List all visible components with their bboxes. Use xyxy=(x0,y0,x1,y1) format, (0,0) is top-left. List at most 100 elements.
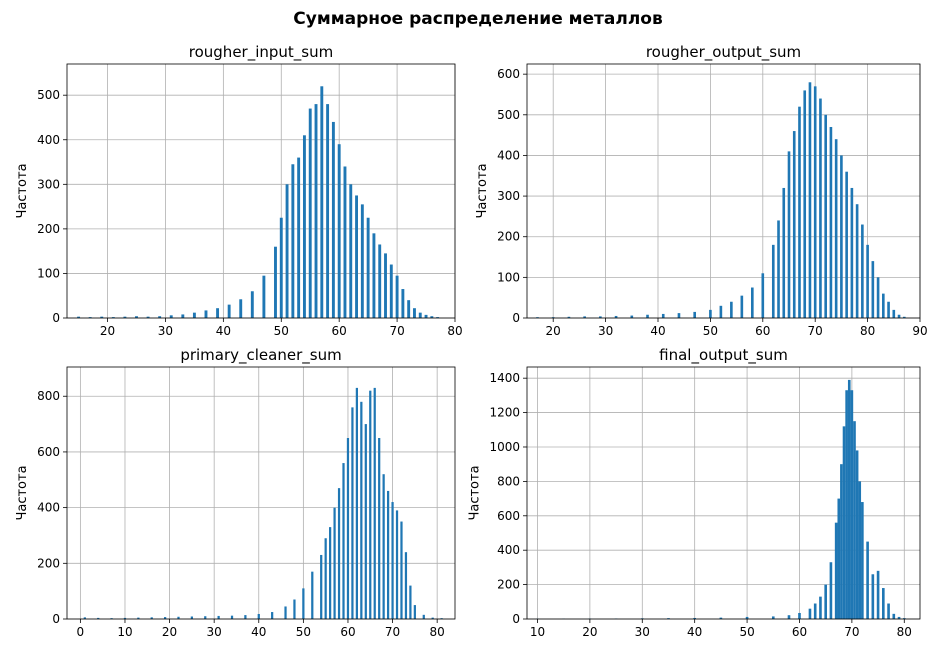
histogram-bar xyxy=(110,618,113,619)
histogram-bar xyxy=(302,588,305,619)
histogram-bar xyxy=(536,317,539,318)
histogram-bar xyxy=(244,615,247,619)
y-tick-label: 300 xyxy=(497,189,520,203)
x-tick-label: 30 xyxy=(207,625,222,639)
histogram-bar xyxy=(401,289,405,318)
histogram-bar xyxy=(798,612,801,619)
histogram-bar xyxy=(355,387,358,619)
histogram-bar xyxy=(719,305,723,318)
histogram-bar xyxy=(583,316,586,318)
histogram-bar xyxy=(709,309,712,318)
histogram-bar xyxy=(866,244,869,318)
x-tick-label: 80 xyxy=(860,324,875,338)
histogram-bar xyxy=(337,488,341,619)
x-tick-label: 70 xyxy=(385,625,400,639)
y-axis-label: Частота xyxy=(475,163,490,218)
x-tick-label: 10 xyxy=(117,625,132,639)
x-tick-label: 10 xyxy=(530,625,545,639)
histogram-bar xyxy=(279,217,283,318)
histogram-bar xyxy=(404,552,408,619)
histogram-bar xyxy=(853,421,856,619)
histogram-bar xyxy=(329,527,332,619)
y-tick-label: 600 xyxy=(37,445,60,459)
histogram-bar xyxy=(847,379,851,619)
y-tick-label: 1400 xyxy=(489,371,520,385)
y-tick-label: 0 xyxy=(512,311,520,325)
histogram-bar xyxy=(777,220,780,318)
histogram-bar xyxy=(169,315,173,318)
x-tick-label: 50 xyxy=(703,324,718,338)
histogram-bar xyxy=(320,554,323,619)
y-tick-label: 200 xyxy=(37,222,60,236)
y-tick-label: 600 xyxy=(497,509,520,523)
histogram-bar xyxy=(343,166,347,318)
histogram-bar xyxy=(819,596,822,619)
histogram-bar xyxy=(389,264,393,318)
histogram-bar xyxy=(887,603,890,619)
histogram-bar xyxy=(740,295,744,318)
x-tick-label: 30 xyxy=(158,324,173,338)
x-tick-label: 90 xyxy=(912,324,927,338)
histogram-bar xyxy=(840,155,843,318)
histogram-bar xyxy=(378,438,381,619)
y-tick-label: 0 xyxy=(512,612,520,626)
histogram-bar xyxy=(181,314,185,318)
histogram-bar xyxy=(274,246,277,318)
histogram-bar xyxy=(871,261,875,318)
histogram-bar xyxy=(204,616,207,619)
histogram-bar xyxy=(77,316,81,318)
histogram-bar xyxy=(677,313,681,318)
histogram-bar xyxy=(83,617,86,619)
x-tick-label: 60 xyxy=(340,625,355,639)
x-tick-label: 0 xyxy=(77,625,85,639)
histogram-bar xyxy=(771,616,775,619)
histogram-bar xyxy=(164,617,167,619)
histogram-bar xyxy=(351,407,354,619)
histogram-bar xyxy=(239,299,243,318)
histogram-bar xyxy=(876,277,880,318)
histogram-bar xyxy=(855,450,859,619)
histogram-bar xyxy=(395,510,399,619)
x-tick-label: 40 xyxy=(216,324,231,338)
histogram-bar xyxy=(192,312,196,318)
histogram-bar xyxy=(137,617,140,619)
subplot-title: rougher_output_sum xyxy=(646,43,801,62)
x-tick-label: 30 xyxy=(635,625,650,639)
histogram-bar xyxy=(834,139,838,318)
histogram-bar xyxy=(409,585,412,619)
x-tick-label: 30 xyxy=(598,324,613,338)
y-axis-label: Частота xyxy=(15,163,30,218)
histogram-bar xyxy=(787,151,791,318)
histogram-bar xyxy=(771,244,775,318)
histogram-bar xyxy=(324,538,327,619)
histogram-bar xyxy=(284,606,287,619)
histogram-bar xyxy=(314,104,318,319)
subplot-final-output-sum: 10 20 30 40 50 60 70 80020040060080010001200140… xyxy=(468,346,921,639)
y-tick-label: 400 xyxy=(37,133,60,147)
histogram-bar xyxy=(257,613,260,619)
histogram-bar xyxy=(373,387,376,619)
histogram-bar xyxy=(861,502,864,619)
y-tick-label: 100 xyxy=(497,270,520,284)
histogram-bar xyxy=(190,616,193,619)
histogram-bar xyxy=(876,570,880,619)
y-tick-label: 0 xyxy=(52,612,60,626)
x-tick-label: 50 xyxy=(739,625,754,639)
y-tick-label: 400 xyxy=(37,501,60,515)
histogram-bar xyxy=(366,217,370,318)
axes-frame xyxy=(526,366,921,620)
histogram-bar xyxy=(291,164,295,318)
histogram-bar xyxy=(861,224,864,318)
histogram-bar xyxy=(271,612,274,619)
histogram-bar xyxy=(422,614,425,619)
histogram-bar xyxy=(355,195,358,318)
y-tick-label: 800 xyxy=(497,474,520,488)
y-tick-label: 200 xyxy=(497,230,520,244)
subplot-title: rougher_input_sum xyxy=(189,43,333,62)
histogram-bar xyxy=(440,618,443,619)
x-tick-label: 40 xyxy=(687,625,702,639)
histogram-bar xyxy=(719,617,723,619)
histogram-bar xyxy=(842,426,846,619)
histogram-bar xyxy=(803,90,807,318)
histogram-bar xyxy=(897,314,901,318)
